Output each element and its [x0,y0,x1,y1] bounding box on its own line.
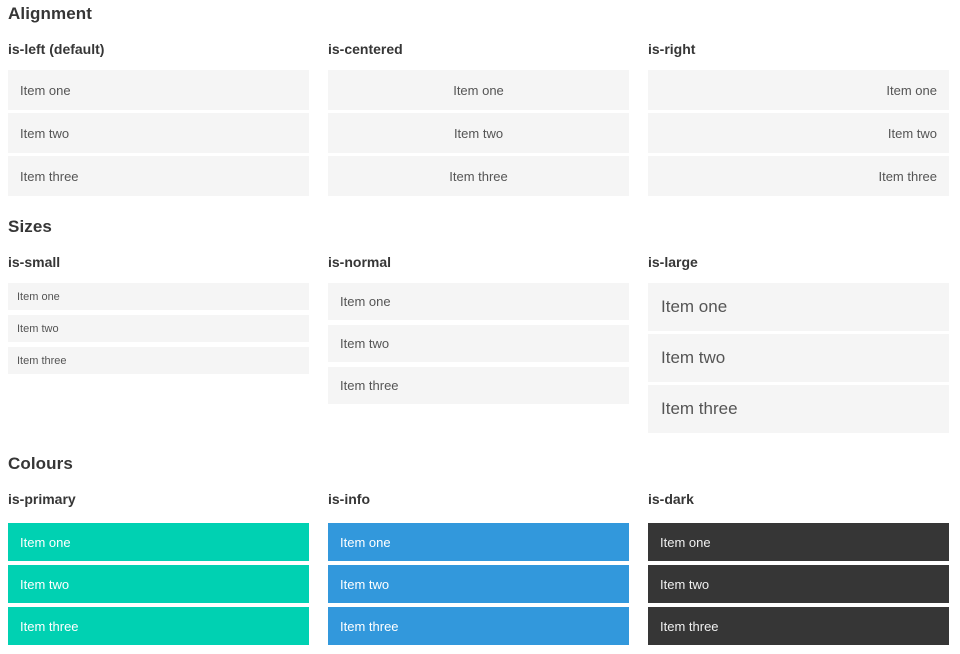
demo-label-is-large: is-large [648,254,698,270]
list-item: Item one [328,283,629,320]
demo-is-normal: is-normal Item one Item two Item three [328,239,629,436]
demo-label-is-centered: is-centered [328,41,403,57]
list-item: Item three [648,607,949,645]
colours-grid: is-primary Item one Item two Item three … [8,476,949,649]
list-item: Item one [328,70,629,110]
list-item: Item one [648,70,949,110]
demo-is-right: is-right Item one Item two Item three [648,26,949,199]
list-right: Item one Item two Item three [648,70,949,196]
list-item: Item one [648,283,949,331]
list-large: Item one Item two Item three [648,283,949,433]
list-small: Item one Item two Item three [8,283,309,374]
list-item: Item two [328,325,629,362]
demo-label-is-small: is-small [8,254,61,270]
list-item: Item one [8,523,309,561]
demo-is-info: is-info Item one Item two Item three [328,476,629,649]
list-item: Item two [648,565,949,603]
demo-label-is-info: is-info [328,491,370,507]
list-item: Item two [648,334,949,382]
list-item: Item two [328,565,629,603]
list-centered: Item one Item two Item three [328,70,629,196]
list-normal: Item one Item two Item three [328,283,629,404]
section-title-colours: Colours [8,454,73,473]
list-primary: Item one Item two Item three [8,523,309,645]
demo-label-is-primary: is-primary [8,491,76,507]
sizes-grid: is-small Item one Item two Item three is… [8,239,949,436]
list-left: Item one Item two Item three [8,70,309,196]
list-dark: Item one Item two Item three [648,523,949,645]
demo-label-is-right: is-right [648,41,696,57]
list-item: Item one [8,70,309,110]
section-title-alignment: Alignment [8,4,93,23]
list-item: Item three [328,607,629,645]
demo-is-primary: is-primary Item one Item two Item three [8,476,309,649]
list-item: Item three [648,385,949,433]
list-item: Item three [328,367,629,404]
list-info: Item one Item two Item three [328,523,629,645]
demo-label-is-dark: is-dark [648,491,694,507]
list-item: Item one [8,283,309,310]
alignment-grid: is-left (default) Item one Item two Item… [8,26,949,199]
demo-is-small: is-small Item one Item two Item three [8,239,309,436]
list-item: Item three [8,156,309,196]
demo-is-left: is-left (default) Item one Item two Item… [8,26,309,199]
list-item: Item three [8,347,309,374]
list-item: Item two [8,113,309,153]
list-item: Item three [648,156,949,196]
section-title-sizes: Sizes [8,217,52,236]
list-item: Item three [8,607,309,645]
list-item: Item two [8,315,309,342]
list-item: Item two [8,565,309,603]
demo-is-dark: is-dark Item one Item two Item three [648,476,949,649]
demo-is-centered: is-centered Item one Item two Item three [328,26,629,199]
list-item: Item one [328,523,629,561]
list-item: Item two [648,113,949,153]
demo-is-large: is-large Item one Item two Item three [648,239,949,436]
list-item: Item one [648,523,949,561]
list-item: Item two [328,113,629,153]
list-item: Item three [328,156,629,196]
demo-label-is-normal: is-normal [328,254,392,270]
demo-label-is-left: is-left (default) [8,41,105,57]
